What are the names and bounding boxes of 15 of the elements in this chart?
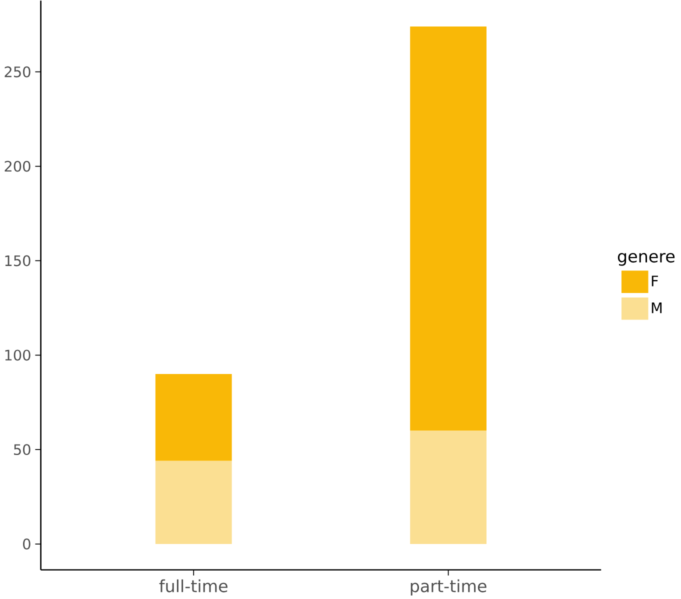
y-tick-label: 0 xyxy=(23,538,30,550)
legend-title: genere xyxy=(618,252,675,266)
y-tick-label: 50 xyxy=(14,444,30,455)
y-tick-label: 200 xyxy=(4,160,30,172)
legend-label: M xyxy=(652,302,662,313)
bar xyxy=(155,374,232,461)
legend-label: F xyxy=(652,276,658,286)
bar xyxy=(410,430,487,544)
y-tick-label: 250 xyxy=(4,66,30,78)
bar xyxy=(155,460,232,544)
x-tick-label: part-time xyxy=(410,579,486,596)
x-tick-label: full-time xyxy=(159,579,228,592)
y-tick-label: 100 xyxy=(5,350,30,361)
y-tick-label: 150 xyxy=(5,255,30,266)
bar xyxy=(410,26,487,431)
